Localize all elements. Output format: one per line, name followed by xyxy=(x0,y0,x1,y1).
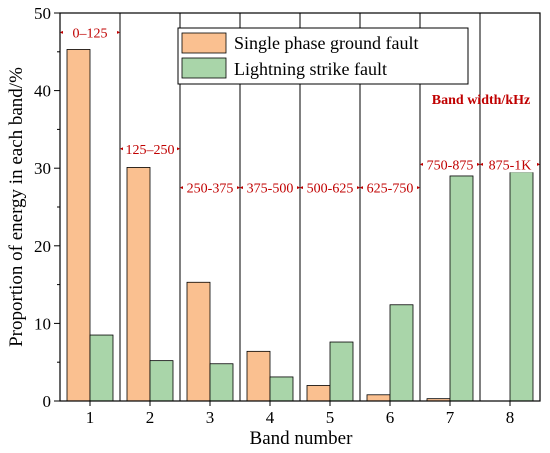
band-width-label: 750-875 xyxy=(427,158,474,173)
x-tick-label: 7 xyxy=(446,408,455,427)
bar-series-2-band-5 xyxy=(329,341,354,402)
bar-series-2-band-3 xyxy=(209,363,234,402)
band-width-label: 250-375 xyxy=(187,182,234,197)
y-tick-label: 10 xyxy=(34,314,51,333)
band-width-label: 875-1K xyxy=(489,158,532,173)
x-tick-label: 8 xyxy=(506,408,515,427)
legend-label-series-1: Single phase ground fault xyxy=(234,33,418,53)
y-tick-label: 50 xyxy=(34,4,51,23)
bar-series-1-band-5 xyxy=(306,385,331,402)
band-width-label-bg xyxy=(363,178,417,196)
x-tick-label: 3 xyxy=(206,408,215,427)
legend: Single phase ground fault Lightning stri… xyxy=(177,27,469,85)
x-axis-title: Band number xyxy=(250,428,354,449)
band-width-label-bg xyxy=(303,178,357,196)
band-width-label-bg xyxy=(243,178,297,196)
y-axis-title: Proportion of energy in each band/% xyxy=(6,67,27,347)
axes: 0 10 20 30 40 50 1 2 3 4 5 6 7 8 xyxy=(34,4,541,427)
bar-series-2-band-1 xyxy=(89,334,114,402)
band-width-label: 125–250 xyxy=(126,143,175,158)
band-width-label-bg xyxy=(423,155,477,173)
band-annotation-title: Band width/kHz xyxy=(432,93,530,108)
x-tick-label: 5 xyxy=(326,408,335,427)
bar-series-2-band-4 xyxy=(269,376,294,402)
y-tick-label: 40 xyxy=(34,82,51,101)
bar-series-1-band-6 xyxy=(366,394,391,402)
y-tick-label: 30 xyxy=(34,159,51,178)
bar-series-2-band-8 xyxy=(509,171,534,402)
legend-label-series-2: Lightning strike fault xyxy=(234,59,387,79)
x-tick-label: 1 xyxy=(86,408,95,427)
bar-series-2-band-2 xyxy=(149,360,174,402)
band-width-label-bg xyxy=(483,155,537,173)
bar-series-2-band-6 xyxy=(389,304,414,402)
band-width-label-bg xyxy=(123,139,177,157)
band-width-label: 625-750 xyxy=(367,182,414,197)
band-width-label-bg xyxy=(63,23,117,41)
band-annotations: 0–125 125–250 250-375 375-500 500-625 625-750… xyxy=(60,23,540,197)
legend-swatch-series-2 xyxy=(181,57,227,79)
bar-series-1-band-4 xyxy=(246,350,271,402)
band-width-label-bg xyxy=(183,178,237,196)
x-tick-label: 2 xyxy=(146,408,155,427)
x-tick-label: 4 xyxy=(266,408,275,427)
bar-series-1-band-2 xyxy=(126,167,151,402)
band-width-label: 375-500 xyxy=(247,182,294,197)
bar-series-1-band-3 xyxy=(186,281,211,402)
bar-series-2-band-7 xyxy=(449,175,474,402)
y-tick-label: 20 xyxy=(34,237,51,256)
legend-swatch-series-1 xyxy=(181,32,227,54)
band-width-label: 0–125 xyxy=(73,26,108,41)
bar-series-1-band-1 xyxy=(66,49,91,402)
bars-layer xyxy=(66,49,534,402)
band-width-label: 500-625 xyxy=(307,182,354,197)
x-tick-label: 6 xyxy=(386,408,395,427)
y-tick-label: 0 xyxy=(43,392,52,411)
